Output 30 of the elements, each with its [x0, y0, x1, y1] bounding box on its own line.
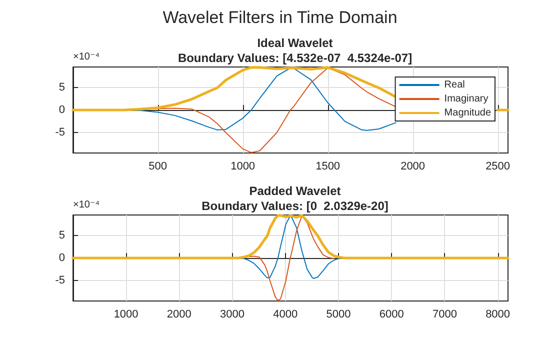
x-tick-label: 2500	[486, 160, 510, 172]
y-tick-label: 0	[58, 252, 65, 264]
chart-subtitle: Boundary Values: [0 2.0329e-20]	[202, 199, 388, 213]
x-tick-label: 1000	[114, 308, 138, 320]
legend-label: Magnitude	[444, 108, 492, 118]
chart-subtitle: Boundary Values: [4.532e-07 4.5324e-07]	[178, 51, 412, 65]
y-tick-label: 5	[58, 229, 65, 242]
x-tick-label: 6000	[379, 308, 404, 320]
x-tick-label: 2000	[400, 160, 426, 172]
line-series	[72, 214, 510, 260]
x-tick-label: 5000	[326, 308, 351, 320]
x-tick-label: 4000	[273, 308, 298, 320]
x-tick-label: 1000	[230, 160, 256, 172]
legend-label: Imaginary	[444, 94, 488, 104]
x-tick-label: 7000	[432, 308, 457, 320]
x-tick-label: 500	[148, 160, 168, 172]
x-tick-label: 3000	[220, 308, 245, 320]
y-tick-label: 0	[58, 104, 65, 116]
y-axis-title: ×10⁻⁴	[73, 200, 100, 210]
y-tick-label: 5	[58, 81, 65, 94]
text: Wavelet Filters in Time Domain	[162, 8, 398, 28]
legend-label: Real	[444, 80, 465, 90]
chart-title: Ideal Wavelet	[257, 36, 333, 50]
y-axis-title: ×10⁻⁴	[73, 52, 100, 62]
x-tick-label: 8000	[486, 308, 510, 320]
x-tick-label: 1500	[316, 160, 340, 172]
y-tick-label: -5	[55, 274, 65, 287]
x-tick-label: 2000	[166, 308, 192, 320]
y-tick-label: -5	[55, 126, 65, 139]
chart-title: Padded Wavelet	[249, 184, 341, 198]
